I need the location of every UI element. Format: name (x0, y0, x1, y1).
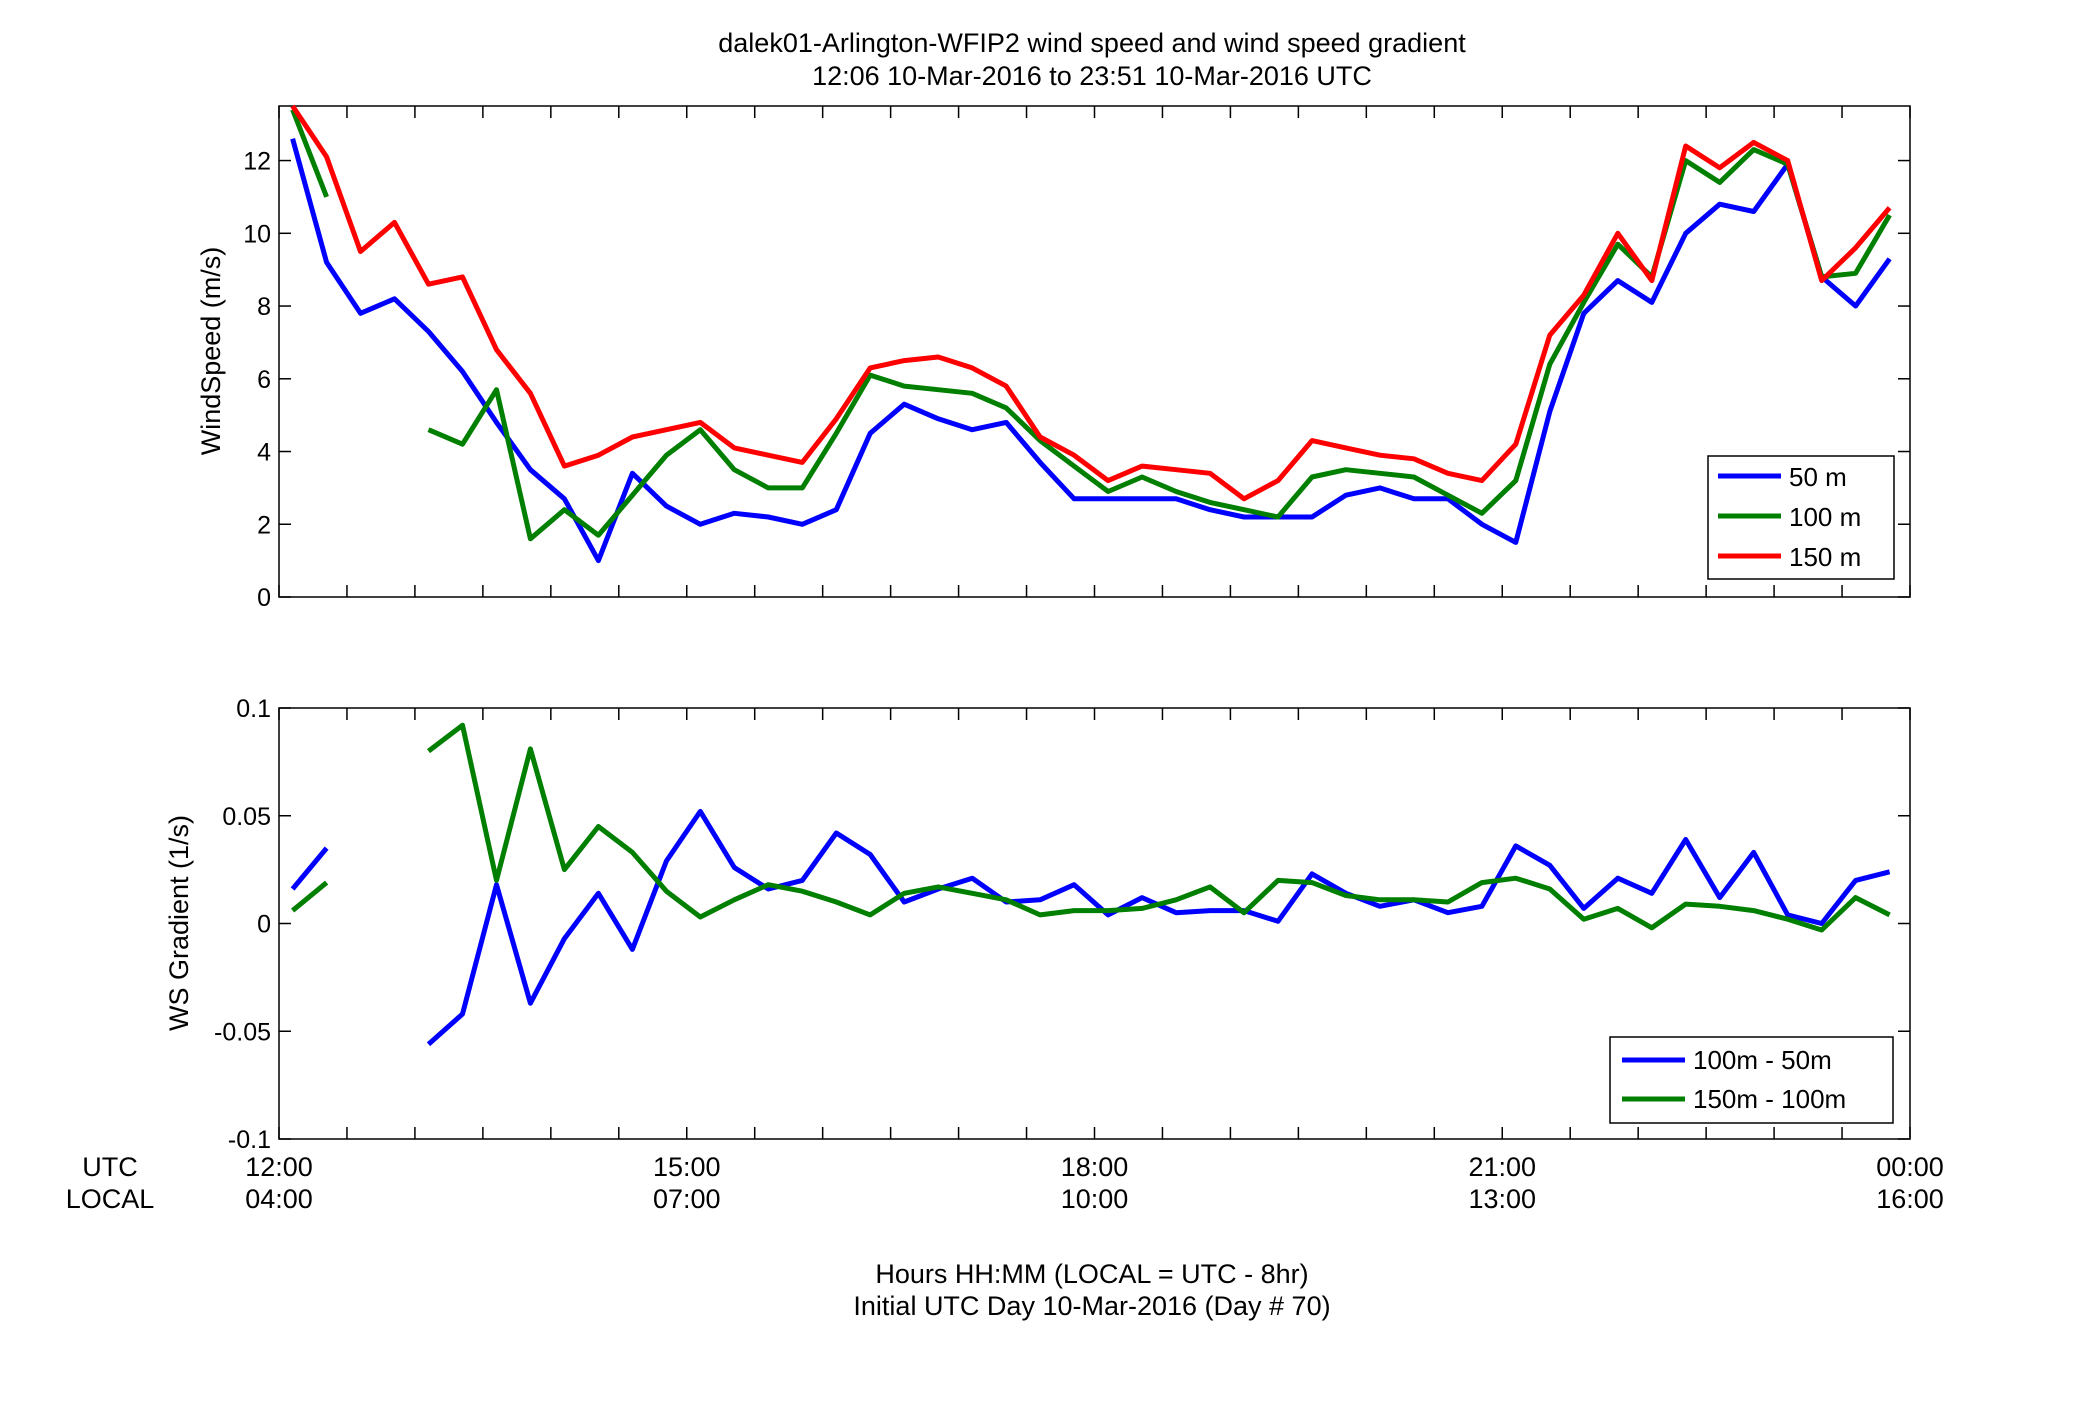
x-tick-label-local: 16:00 (1876, 1184, 1944, 1214)
series-line-100m (290, 108, 329, 198)
row-label-local: LOCAL (66, 1184, 155, 1214)
windspeed-y-axis-label: WindSpeed (m/s) (196, 247, 226, 456)
windspeed-y-tick-label: 10 (243, 220, 271, 248)
legend-label-100m: 100 m (1789, 502, 1861, 532)
gradient-y-tick-label: -0.05 (214, 1018, 271, 1046)
x-tick-label-local: 13:00 (1468, 1184, 1536, 1214)
gradient-legend: 100m - 50m 150m - 100m (1609, 1036, 1894, 1124)
series-line-50m (290, 138, 1892, 564)
windspeed-plot-frame (278, 105, 1911, 598)
figure-title-line2: 12:06 10-Mar-2016 to 23:51 10-Mar-2016 U… (812, 61, 1372, 91)
gradient-panel: -0.1 -0.05 0 0.05 0.1 WS Gradient (1/s) 100m… (164, 695, 1911, 1154)
windspeed-y-tick-label: 6 (257, 366, 271, 394)
windspeed-y-tick-label: 8 (257, 293, 271, 321)
gradient-y-axis-label: WS Gradient (1/s) (164, 815, 194, 1031)
windspeed-y-tick-label: 12 (243, 148, 271, 176)
x-tick-label-local: 07:00 (653, 1184, 721, 1214)
windspeed-panel: 0 2 4 6 8 10 12 WindSpeed (m/s) 50 m 100 m 150… (196, 104, 1911, 612)
gradient-y-tick-label: 0 (257, 911, 271, 939)
legend-label-50m: 50 m (1789, 462, 1847, 492)
x-axis-label-line1: Hours HH:MM (LOCAL = UTC - 8hr) (875, 1259, 1308, 1289)
x-tick-label-utc: 12:00 (245, 1152, 313, 1182)
x-tick-label-utc: 15:00 (653, 1152, 721, 1182)
figure-title-line1: dalek01-Arlington-WFIP2 wind speed and w… (718, 28, 1466, 58)
x-axis-label-line2: Initial UTC Day 10-Mar-2016 (Day # 70) (853, 1291, 1330, 1321)
gradient-y-tick-label: 0.05 (222, 803, 271, 831)
gradient-y-tick-label: -0.1 (228, 1126, 271, 1154)
legend-label-150m: 150 m (1789, 542, 1861, 572)
legend-label-100m-50m: 100m - 50m (1693, 1045, 1832, 1075)
series-line-150m-100m (291, 880, 329, 913)
legend-label-150m-100m: 150m - 100m (1693, 1084, 1846, 1114)
x-tick-label-local: 04:00 (245, 1184, 313, 1214)
windspeed-y-tick-label: 0 (257, 584, 271, 612)
gradient-y-tick-label: 0.1 (236, 695, 271, 723)
x-tick-label-utc: 00:00 (1876, 1152, 1944, 1182)
row-label-utc: UTC (82, 1152, 138, 1182)
windspeed-y-tick-label: 2 (257, 511, 271, 539)
x-tick-label-utc: 18:00 (1061, 1152, 1129, 1182)
windspeed-legend: 50 m 100 m 150 m (1707, 455, 1895, 580)
series-line-150m (290, 104, 1892, 502)
x-tick-label-local: 10:00 (1061, 1184, 1129, 1214)
series-line-150m-100m (426, 722, 1891, 933)
windspeed-y-tick-label: 4 (257, 439, 271, 467)
series-line-100m-50m (290, 846, 329, 891)
x-tick-label-utc: 21:00 (1468, 1152, 1536, 1182)
